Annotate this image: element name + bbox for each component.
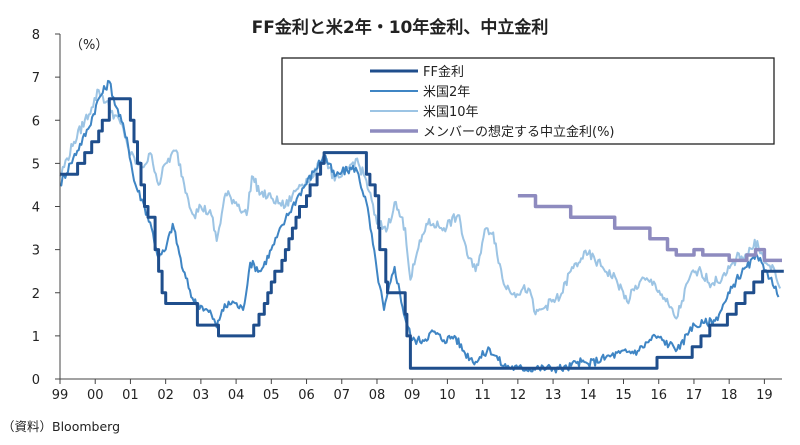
y-tick-label: 0 [32,373,40,388]
series-line-4 [517,193,782,263]
y-tick-label: 4 [32,201,40,216]
y-tick-label: 3 [32,244,40,259]
y-tick-label: 6 [32,114,40,129]
x-tick-label: 19 [756,388,773,403]
y-axis-unit: （%） [70,38,108,53]
x-tick-label: 17 [686,388,703,403]
series-line-2 [59,79,780,374]
x-tick-label: 15 [615,388,632,403]
x-tick-label: 05 [263,388,280,403]
legend-label: 米国10年 [423,105,479,120]
x-tick-label: 07 [333,388,350,403]
series-line-3 [59,88,782,320]
x-tick-label: 01 [122,388,139,403]
y-tick-label: 7 [32,71,40,86]
x-ticks: 99 00 01 02 03 04 05 06 07 08 09 10 11 12 13 14 15 16 17 18… [52,379,773,403]
x-tick-label: 12 [510,388,527,403]
x-tick-label: 08 [369,388,386,403]
legend-label: メンバーの想定する中立金利(%) [423,124,615,140]
x-tick-label: 06 [298,388,315,403]
x-tick-label: 11 [474,388,491,403]
y-tick-label: 1 [32,330,40,345]
y-tick-label: 5 [32,157,40,172]
x-tick-label: 99 [52,388,69,403]
source-note: （資料）Bloomberg [2,419,120,434]
x-tick-label: 09 [404,388,421,403]
chart-title: FF金利と米2年・10年金利、中立金利 [252,17,549,38]
x-tick-label: 02 [157,388,174,403]
x-tick-label: 00 [87,388,104,403]
x-tick-label: 16 [650,388,667,403]
series-line-1 [60,97,784,370]
x-tick-label: 18 [721,388,738,403]
legend-label: 米国2年 [423,85,470,100]
y-tick-label: 2 [32,287,40,302]
x-tick-label: 04 [228,388,245,403]
series-layer [59,79,784,374]
x-tick-label: 03 [193,388,210,403]
x-tick-label: 10 [439,388,456,403]
legend-label: FF金利 [423,64,464,80]
x-tick-label: 14 [580,388,597,403]
y-tick-label: 8 [32,28,40,43]
legend-box [281,57,775,145]
y-ticks: 0 1 2 3 4 5 6 7 8 [32,28,60,388]
x-tick-label: 13 [545,388,562,403]
